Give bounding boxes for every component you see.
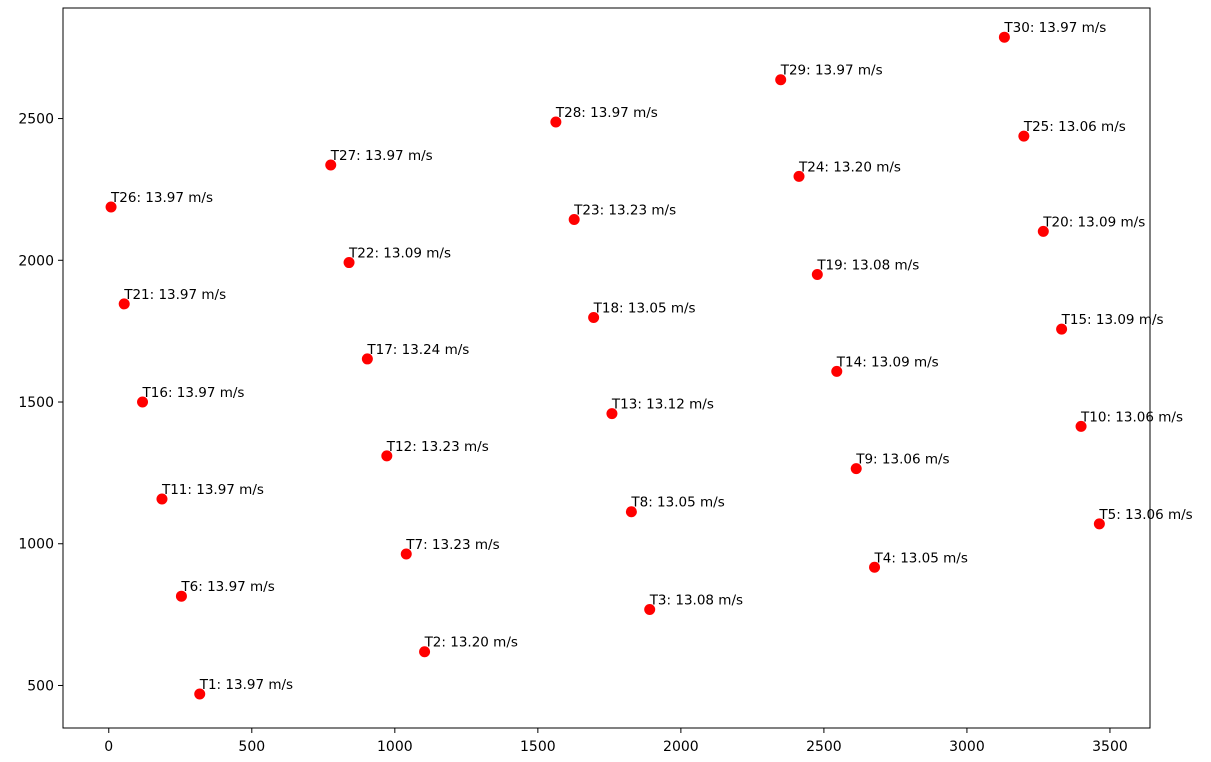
x-tick-label: 1500 (520, 739, 556, 755)
y-tick-label: 1500 (18, 395, 54, 411)
x-tick-label: 3500 (1092, 739, 1128, 755)
data-point (550, 116, 562, 128)
data-label: T16: 13.97 m/s (142, 385, 245, 401)
data-label: T23: 13.23 m/s (573, 202, 676, 218)
data-point (811, 268, 823, 280)
data-point (606, 408, 618, 420)
data-point (644, 604, 656, 616)
data-point (869, 561, 881, 573)
data-point (361, 353, 373, 365)
plot-area (62, 7, 1151, 729)
data-point (1037, 225, 1049, 237)
data-label: T3: 13.08 m/s (649, 593, 743, 609)
data-point (793, 170, 805, 182)
data-label: T18: 13.05 m/s (593, 301, 696, 317)
data-point (400, 548, 412, 560)
y-tick-label: 500 (27, 678, 54, 694)
data-points (105, 31, 1105, 700)
data-label: T29: 13.97 m/s (780, 63, 883, 79)
y-tick-label: 2000 (18, 253, 54, 269)
data-label: T21: 13.97 m/s (123, 287, 226, 303)
data-point (1075, 420, 1087, 432)
data-label: T20: 13.09 m/s (1042, 214, 1145, 230)
data-labels: T1: 13.97 m/s T2: 13.20 m/s T3: 13.08 m/s T… (110, 20, 1193, 693)
data-label: T10: 13.06 m/s (1080, 409, 1183, 425)
data-label: T14: 13.09 m/s (836, 354, 939, 370)
data-label: T15: 13.09 m/s (1061, 312, 1164, 328)
data-label: T4: 13.05 m/s (874, 550, 968, 566)
data-label: T5: 13.06 m/s (1098, 507, 1192, 523)
data-point (568, 213, 580, 225)
data-label: T30: 13.97 m/s (1003, 20, 1106, 36)
data-point (625, 506, 637, 518)
data-point (194, 688, 206, 700)
data-point (137, 396, 149, 408)
data-point (325, 159, 337, 171)
data-point (775, 74, 787, 86)
data-label: T12: 13.23 m/s (386, 439, 489, 455)
data-point (419, 646, 431, 658)
data-point (105, 201, 117, 213)
data-label: T7: 13.23 m/s (405, 537, 499, 553)
data-label: T19: 13.08 m/s (816, 257, 919, 273)
data-label: T13: 13.12 m/s (611, 397, 714, 413)
data-label: T2: 13.20 m/s (424, 635, 518, 651)
data-point (1093, 518, 1105, 530)
x-tick-label: 2500 (806, 739, 842, 755)
data-point (175, 590, 187, 602)
x-tick-label: 1000 (377, 739, 413, 755)
data-label: T9: 13.06 m/s (855, 452, 949, 468)
y-tick-label: 1000 (18, 537, 54, 553)
data-label: T26: 13.97 m/s (110, 190, 213, 206)
y-tick-label: 2500 (18, 112, 54, 128)
data-point (998, 31, 1010, 43)
y-axis: 500 1000 1500 2000 2500 (18, 112, 63, 694)
data-point (381, 450, 393, 462)
x-tick-label: 0 (104, 739, 113, 755)
data-point (343, 257, 355, 269)
data-label: T8: 13.05 m/s (630, 495, 724, 511)
data-label: T22: 13.09 m/s (348, 246, 451, 262)
data-label: T27: 13.97 m/s (330, 148, 433, 164)
data-point (118, 298, 130, 310)
data-label: T17: 13.24 m/s (366, 342, 469, 358)
x-tick-label: 3000 (949, 739, 985, 755)
data-label: T6: 13.97 m/s (180, 579, 274, 595)
data-point (1018, 130, 1030, 142)
x-tick-label: 500 (238, 739, 265, 755)
data-point (1056, 323, 1068, 335)
data-label: T1: 13.97 m/s (199, 677, 293, 693)
data-label: T11: 13.97 m/s (161, 482, 264, 498)
data-label: T24: 13.20 m/s (798, 159, 901, 175)
data-point (588, 312, 600, 324)
x-tick-label: 2000 (663, 739, 699, 755)
data-label: T25: 13.06 m/s (1023, 119, 1126, 135)
x-axis: 0 500 1000 1500 2000 2500 3000 3500 (104, 728, 1128, 755)
data-point (831, 365, 843, 377)
data-label: T28: 13.97 m/s (555, 105, 658, 121)
data-point (850, 463, 862, 475)
data-point (156, 493, 168, 505)
